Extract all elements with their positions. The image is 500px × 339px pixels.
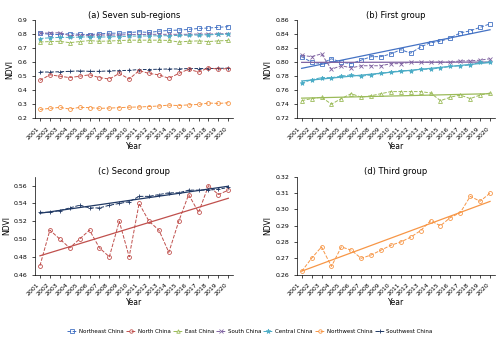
Y-axis label: NDVI: NDVI (2, 216, 11, 235)
Title: (b) First group: (b) First group (366, 11, 426, 20)
Title: (a) Seven sub-regions: (a) Seven sub-regions (88, 11, 180, 20)
Y-axis label: NDVI: NDVI (6, 60, 15, 79)
Y-axis label: NDVI: NDVI (264, 216, 272, 235)
X-axis label: Year: Year (126, 298, 142, 307)
X-axis label: Year: Year (126, 142, 142, 151)
Title: (c) Second group: (c) Second group (98, 167, 170, 176)
Legend: Northeast China, North China, East China, South China, Central China, Northwest : Northeast China, North China, East China… (65, 326, 435, 336)
Title: (d) Third group: (d) Third group (364, 167, 428, 176)
X-axis label: Year: Year (388, 142, 404, 151)
Y-axis label: NDVI: NDVI (264, 60, 272, 79)
X-axis label: Year: Year (388, 298, 404, 307)
